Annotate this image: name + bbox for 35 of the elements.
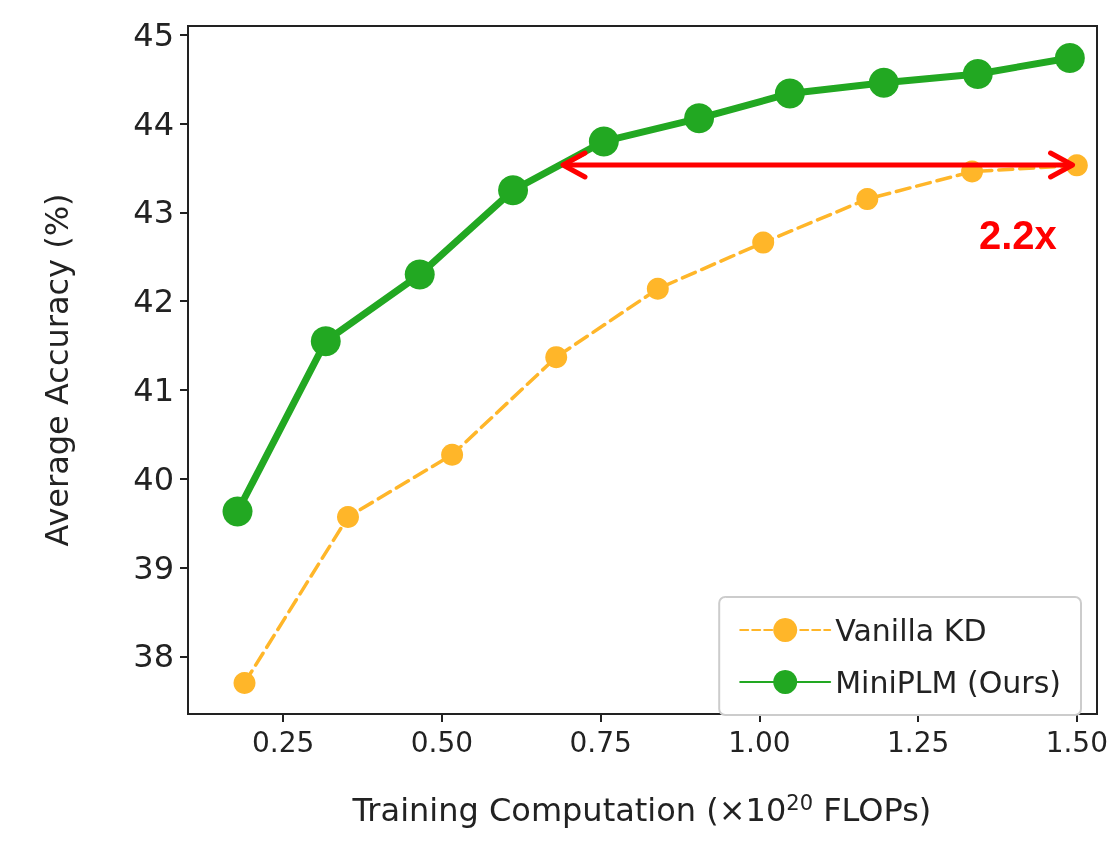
x-tick-label: 0.50 (410, 725, 474, 759)
y-tick-label: 44 (133, 104, 174, 143)
y-tick-label: 40 (133, 459, 174, 498)
y-tick-label: 43 (133, 193, 174, 232)
point (310, 326, 341, 357)
point (1054, 42, 1085, 73)
point (962, 58, 993, 89)
y-tick-label: 41 (133, 370, 174, 409)
point (868, 67, 899, 98)
x-tick-label: 1.00 (728, 725, 791, 759)
point (752, 231, 775, 254)
point (441, 443, 464, 466)
point (684, 103, 715, 134)
y-tick-label: 42 (133, 282, 174, 321)
y-axis-title: Average Accuracy (%) (38, 193, 76, 547)
point (774, 78, 805, 109)
y-tick-label: 45 (133, 15, 174, 54)
point (856, 188, 879, 211)
legend-label: Vanilla KD (835, 612, 987, 648)
x-tick-label: 0.75 (569, 725, 632, 759)
point (588, 126, 619, 157)
y-tick-label: 38 (133, 637, 174, 676)
point (222, 496, 253, 527)
point (498, 175, 529, 206)
annotation: 2.2x (978, 213, 1057, 258)
y-tick-label: 39 (133, 548, 174, 587)
x-tick-label: 1.50 (1045, 725, 1108, 759)
point (233, 671, 256, 694)
x-tick-label: 1.25 (886, 725, 950, 759)
legend-label: MiniPLM (Ours) (835, 664, 1062, 700)
point (404, 259, 435, 290)
point (337, 505, 359, 528)
point (545, 346, 568, 369)
point (646, 277, 669, 300)
x-tick-label: 0.25 (252, 725, 315, 759)
